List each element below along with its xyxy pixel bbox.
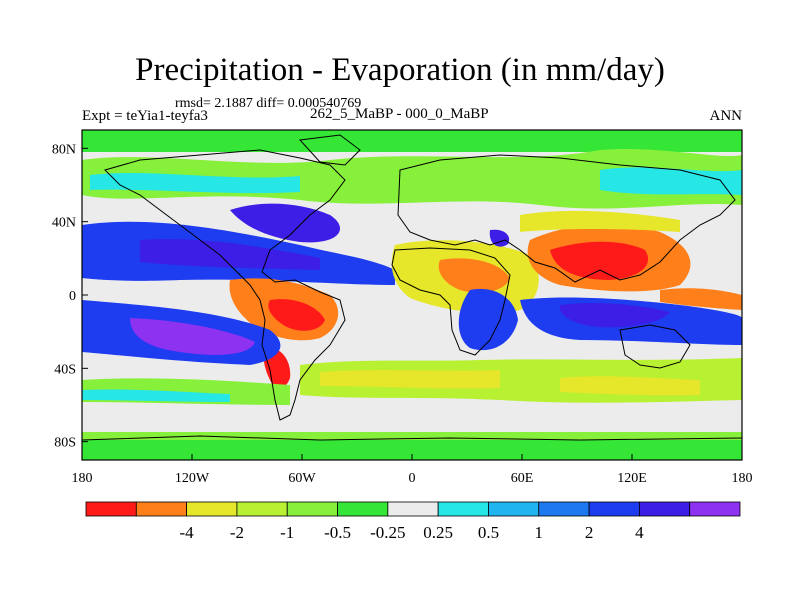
- lat-tick-label: 80N: [52, 142, 76, 157]
- colorbar-label: -4: [180, 523, 195, 542]
- colorbar-swatch: [85, 501, 137, 517]
- northeast-cyan-patch: [600, 167, 742, 195]
- eurasia-outline: [397, 154, 736, 283]
- asia-yellow: [520, 210, 680, 232]
- plot-title: Precipitation - Evaporation (in mm/day): [135, 52, 665, 88]
- mediterranean-purple: [489, 229, 510, 247]
- colorbar-swatch: [638, 501, 691, 517]
- north-cyan-patch: [90, 172, 300, 194]
- colorbar-swatch: [135, 501, 188, 517]
- lon-tick-label: 60E: [511, 471, 534, 486]
- lon-tick-label: 120E: [617, 471, 647, 486]
- indian-ocean-core: [559, 302, 670, 328]
- lat-tick-label: 0: [69, 289, 76, 304]
- center-string: 262_5_MaBP - 000_0_MaBP: [310, 106, 489, 122]
- southwest-cyan-patch: [82, 389, 230, 402]
- colorbar-label: 2: [585, 523, 594, 542]
- colorbar-swatch: [387, 501, 439, 517]
- africa-orange: [438, 258, 510, 293]
- arctic-band: [82, 130, 742, 152]
- colorbar-label: 0.25: [423, 523, 453, 542]
- south-pacific-purple: [130, 318, 255, 355]
- east-pacific-red: [268, 299, 325, 331]
- field-layer: [82, 130, 742, 460]
- colorbar-label: -0.25: [370, 523, 405, 542]
- colorbar-swatch: [437, 501, 489, 517]
- colorbar-label: -1: [280, 523, 294, 542]
- north-midlat-band: [82, 148, 742, 209]
- season-label: ANN: [709, 108, 743, 124]
- asia-red: [550, 241, 649, 280]
- colorbar: -4 -2 -1 -0.5 -0.25 0.25 0.5 1 2 4: [85, 501, 741, 542]
- colorbar-swatch: [286, 501, 338, 517]
- antarctic-core: [82, 440, 742, 460]
- colorbar-swatch: [538, 501, 590, 517]
- tick-layer: 180 120W 60W 0 60E 120E 180 80N 40N 0 40S 80S: [52, 142, 753, 486]
- colorbar-swatch: [337, 501, 389, 517]
- southeast-yellow-patch: [560, 376, 700, 396]
- lat-tick-label: 40S: [54, 362, 76, 377]
- north-pacific-core: [140, 239, 320, 270]
- south-yellow-patch: [320, 370, 500, 389]
- africa-outline: [391, 247, 511, 356]
- colorbar-swatch: [236, 501, 288, 517]
- lon-tick-label: 120W: [175, 471, 210, 486]
- colorbar-swatch: [588, 501, 640, 517]
- lat-tick-label: 80S: [54, 436, 76, 451]
- stats-text: rmsd= 2.1887 diff= 0.000540769: [175, 96, 362, 111]
- greenland-outline: [298, 134, 361, 166]
- lat-tick-label: 40N: [52, 216, 76, 231]
- lon-tick-label: 60W: [288, 471, 316, 486]
- colorbar-label: 4: [635, 523, 644, 542]
- antarctica-outline: [82, 435, 742, 441]
- lon-tick-label: 180: [72, 471, 93, 486]
- experiment-label: Expt = teYia1-teyfa3: [82, 108, 208, 124]
- colorbar-swatch: [689, 501, 741, 517]
- colorbar-label: 1: [535, 523, 544, 542]
- lon-tick-label: 180: [732, 471, 753, 486]
- west-pacific-orange: [660, 288, 742, 310]
- americas-outline: [104, 149, 346, 421]
- colorbar-swatch: [488, 501, 540, 517]
- colorbar-swatch: [186, 501, 238, 517]
- colorbar-label: 0.5: [478, 523, 499, 542]
- colorbar-label: -0.5: [324, 523, 351, 542]
- africa-blue: [458, 288, 518, 351]
- colorbar-label: -2: [230, 523, 244, 542]
- lon-tick-label: 0: [409, 471, 416, 486]
- coastline-layer: [82, 134, 742, 441]
- australia-outline: [619, 324, 691, 369]
